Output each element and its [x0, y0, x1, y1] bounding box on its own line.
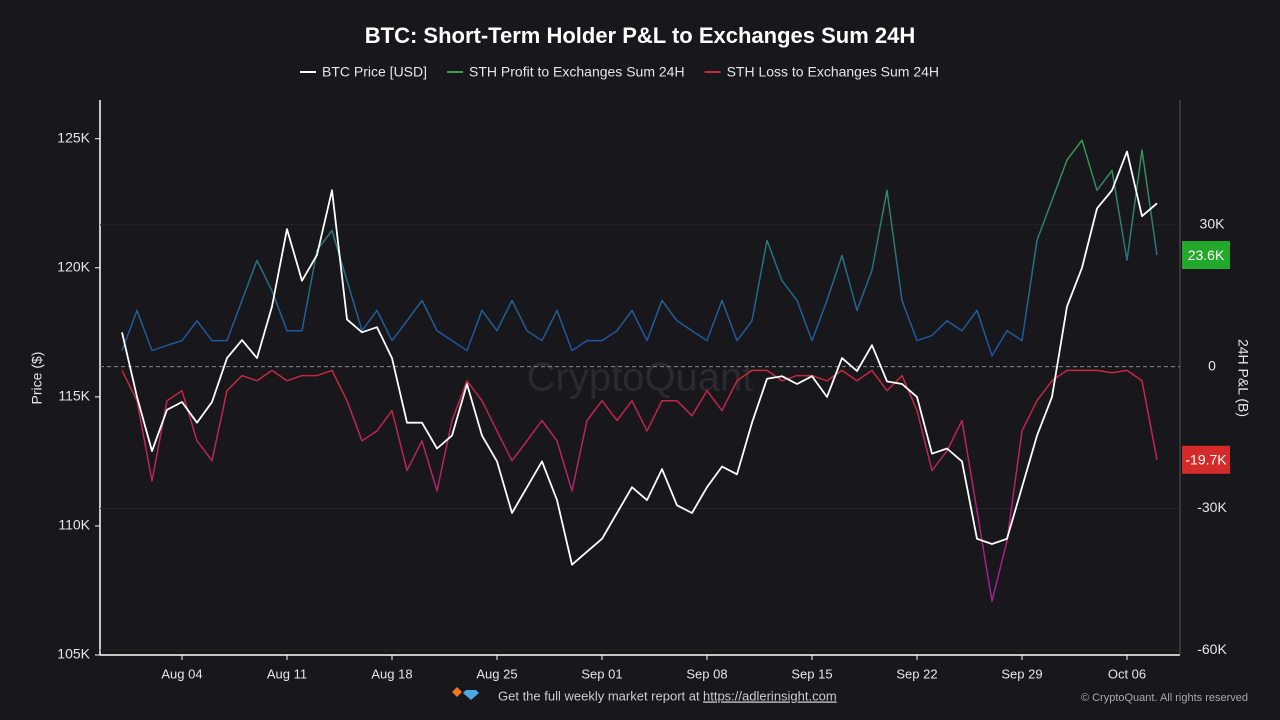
copyright: © CryptoQuant. All rights reserved	[1081, 692, 1248, 704]
value-label: -19.7K	[1185, 451, 1227, 467]
x-tick-label: Sep 08	[686, 666, 727, 681]
legend-label: STH Loss to Exchanges Sum 24H	[727, 64, 939, 80]
y-axis-label: Price ($)	[29, 352, 45, 405]
legend-label: BTC Price [USD]	[322, 64, 427, 80]
x-tick-label: Sep 22	[896, 666, 937, 681]
y2-tick-label: -30K	[1197, 499, 1227, 515]
x-tick-label: Aug 11	[267, 666, 307, 681]
icon	[452, 687, 462, 697]
y2-tick-label: 0	[1208, 357, 1216, 373]
y-tick-label: 105K	[57, 646, 90, 662]
series-line	[121, 150, 1158, 566]
y-tick-label: 120K	[57, 258, 90, 274]
y-tick-label: 115K	[58, 388, 90, 404]
y2-tick-label: 30K	[1200, 216, 1226, 232]
y-tick-label: 125K	[57, 129, 90, 145]
x-tick-label: Aug 04	[161, 666, 202, 681]
footer-text: Get the full weekly market report at	[498, 688, 700, 703]
x-tick-label: Oct 06	[1108, 666, 1146, 681]
x-tick-label: Sep 29	[1001, 666, 1042, 681]
x-tick-label: Aug 25	[476, 666, 517, 681]
x-tick-label: Sep 01	[581, 666, 622, 681]
series-line	[121, 369, 1158, 602]
icon	[463, 690, 479, 700]
x-tick-label: Sep 15	[791, 666, 832, 681]
y2-axis-label: 24H P&L (B)	[1235, 339, 1251, 417]
y-tick-label: 110K	[58, 517, 90, 533]
y2-tick-label: -60K	[1197, 641, 1227, 657]
x-tick-label: Aug 18	[371, 666, 412, 681]
value-badge	[1182, 445, 1230, 474]
chart-title: BTC: Short-Term Holder P&L to Exchanges …	[365, 23, 916, 48]
footer-link[interactable]: https://adlerinsight.com	[703, 688, 837, 703]
series-line	[121, 139, 1158, 357]
legend-label: STH Profit to Exchanges Sum 24H	[469, 64, 685, 80]
watermark: CryptoQuant	[527, 356, 754, 400]
value-label: 23.6K	[1188, 247, 1225, 263]
value-badge	[1182, 241, 1230, 270]
